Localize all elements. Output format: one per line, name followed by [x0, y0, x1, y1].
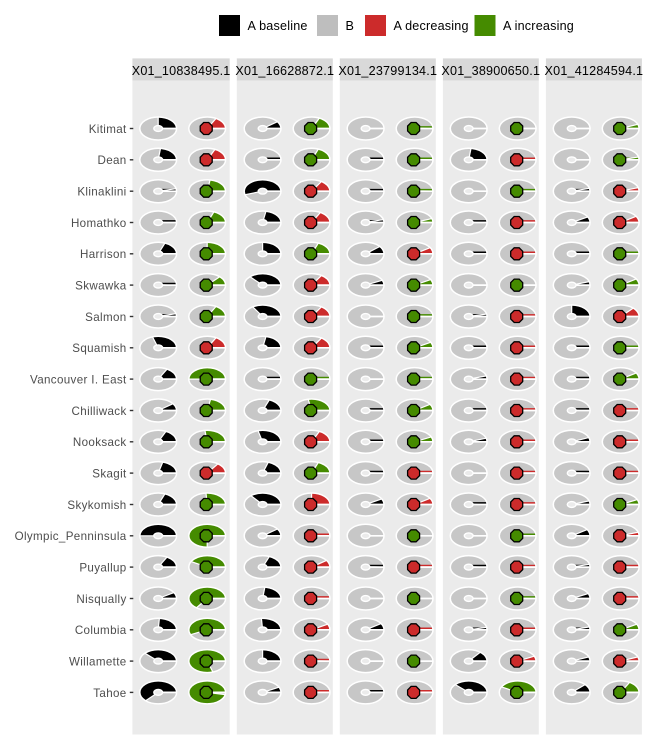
- svg-text:A baseline: A baseline: [248, 19, 308, 33]
- svg-text:Dean: Dean: [97, 154, 126, 167]
- svg-text:Tahoe: Tahoe: [93, 687, 126, 700]
- svg-text:X01_10838495.1: X01_10838495.1: [132, 64, 231, 78]
- svg-text:X01_41284594.1: X01_41284594.1: [545, 64, 644, 78]
- svg-text:Willamette: Willamette: [69, 656, 127, 669]
- svg-text:Harrison: Harrison: [80, 248, 127, 261]
- svg-text:Chilliwack: Chilliwack: [72, 405, 127, 418]
- svg-text:Klinaklini: Klinaklini: [77, 186, 126, 199]
- svg-text:X01_16628872.1: X01_16628872.1: [235, 64, 334, 78]
- svg-text:Olympic_Penninsula: Olympic_Penninsula: [15, 530, 127, 543]
- svg-text:Vancouver I. East: Vancouver I. East: [30, 374, 127, 387]
- svg-text:X01_38900650.1: X01_38900650.1: [441, 64, 540, 78]
- svg-text:A decreasing: A decreasing: [394, 19, 469, 33]
- svg-text:Salmon: Salmon: [85, 311, 126, 324]
- svg-text:Skagit: Skagit: [92, 468, 127, 481]
- svg-text:Homathko: Homathko: [71, 217, 127, 230]
- svg-text:Skykomish: Skykomish: [67, 499, 126, 512]
- svg-text:A increasing: A increasing: [503, 19, 574, 33]
- svg-text:Squamish: Squamish: [72, 342, 126, 355]
- svg-text:Skwawka: Skwawka: [75, 280, 127, 293]
- svg-text:Columbia: Columbia: [75, 624, 127, 637]
- svg-text:Puyallup: Puyallup: [79, 562, 126, 575]
- svg-text:B: B: [346, 19, 355, 33]
- svg-text:Nooksack: Nooksack: [73, 436, 127, 449]
- svg-text:Kitimat: Kitimat: [89, 123, 127, 136]
- svg-text:Nisqually: Nisqually: [76, 593, 126, 606]
- svg-text:X01_23799134.1: X01_23799134.1: [338, 64, 437, 78]
